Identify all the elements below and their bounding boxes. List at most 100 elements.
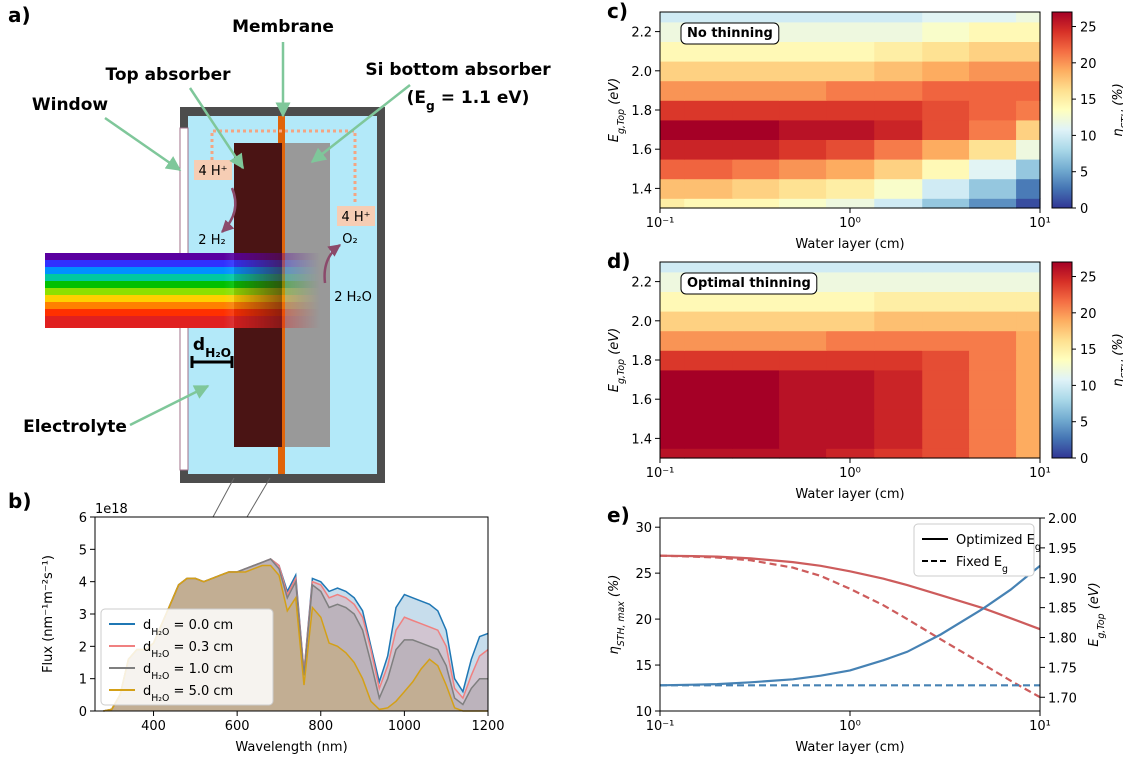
colorbar	[1051, 11, 1073, 209]
heat-cell	[684, 198, 733, 209]
heat-cell	[826, 80, 875, 101]
heat-cell	[684, 428, 733, 449]
ion-bg	[337, 206, 375, 226]
heat-cell	[874, 178, 923, 199]
heat-cell	[874, 262, 923, 273]
heat-cell	[732, 41, 780, 62]
text-part: = 0.3 cm	[169, 640, 233, 655]
heat-cell	[969, 159, 1017, 180]
zoom-guide	[212, 477, 271, 518]
species: 2 H₂	[198, 233, 225, 248]
legend-label: dH₂O = 1.0 cm	[143, 662, 233, 682]
heat-cell	[969, 369, 1017, 390]
x-tick-label: 600	[225, 719, 250, 734]
species: 2 H₂O	[334, 290, 372, 305]
beam-stripe	[45, 253, 325, 261]
text-part: d	[143, 684, 151, 699]
x-axis-label: Water layer (cm)	[795, 237, 904, 252]
heat-cell	[969, 311, 1017, 332]
heat-cell	[660, 61, 685, 82]
light-beam	[45, 253, 325, 328]
text-part: STH	[1120, 110, 1123, 129]
y-tick-label: 10	[635, 705, 652, 720]
y2-tick-label: 1.80	[1048, 632, 1077, 647]
heat-cell	[660, 178, 685, 199]
heat-cell	[969, 350, 1017, 371]
x-tick-label: 10⁻¹	[646, 216, 675, 231]
heat-cell	[969, 262, 1017, 273]
y-tick-label: 15	[635, 659, 652, 674]
y-tick-label: 2.2	[631, 276, 652, 291]
text-part: = 0.0 cm	[169, 618, 233, 633]
heat-cell	[922, 61, 970, 82]
heat-cell	[826, 61, 875, 82]
heat-cell	[969, 198, 1017, 209]
heat-cell	[1016, 41, 1041, 62]
heat-cell	[779, 139, 827, 160]
x-axis-label: Water layer (cm)	[795, 487, 904, 502]
x-axis-label: Wavelength (nm)	[235, 740, 347, 755]
x-tick-label: 10⁻¹	[646, 719, 675, 734]
y2-tick-label: 1.95	[1048, 542, 1077, 557]
heat-cell	[1016, 12, 1041, 23]
y-tick-label: 1.8	[631, 354, 652, 369]
colorbar-tick-label: 10	[1080, 379, 1097, 394]
diagram: a) Membrane Top absorber Si bottom absor…	[8, 3, 551, 518]
heat-cell	[1016, 409, 1041, 430]
beam-stripe	[45, 281, 325, 289]
text-part: E	[607, 383, 622, 392]
heat-cell	[874, 100, 923, 121]
x-tick-label: 10⁰	[839, 466, 861, 481]
heat-cell	[826, 409, 875, 430]
heat-cell	[779, 198, 827, 209]
x-tick-label: 800	[308, 719, 333, 734]
x-tick-label: 10⁻¹	[646, 466, 675, 481]
species: 4 H⁺	[341, 210, 370, 225]
text-part: d	[143, 662, 151, 677]
heat-cell	[922, 409, 970, 430]
reaction-arrow	[221, 187, 237, 233]
heat-cell	[874, 139, 923, 160]
text-part: H₂O	[151, 627, 169, 638]
panel-label: d)	[607, 249, 630, 273]
colorbar-tick-label: 5	[1080, 416, 1088, 431]
text-part: (%)	[607, 575, 622, 602]
annotation-box	[680, 272, 818, 295]
heat-cell	[779, 448, 827, 459]
y2-tick-label: 1.75	[1048, 661, 1077, 676]
y-tick-label: 2.0	[631, 65, 652, 80]
heat-cell	[779, 178, 827, 199]
legend-box	[913, 523, 1035, 577]
x-tick-label: 10⁰	[839, 719, 861, 734]
heat-cell	[779, 119, 827, 140]
text-part: = 5.0 cm	[169, 684, 233, 699]
heat-cell	[732, 178, 780, 199]
heat-cell	[660, 119, 685, 140]
heat-cell	[826, 198, 875, 209]
heat-cell	[826, 21, 875, 42]
heat-cell	[874, 369, 923, 390]
text-part: (%)	[1111, 333, 1123, 360]
heat-cell	[826, 100, 875, 121]
heat-cell	[660, 311, 685, 332]
x-tick-label: 10⁰	[839, 216, 861, 231]
y-axis-label: Eg,Top (eV)	[607, 328, 627, 393]
heat-cell	[660, 389, 685, 410]
heat-cell	[660, 330, 685, 351]
heat-cell	[874, 61, 923, 82]
heat-cell	[969, 271, 1017, 292]
y-axis-label: Eg,Top (eV)	[607, 78, 627, 143]
y-tick-label: 20	[635, 613, 652, 628]
heat-cell	[684, 41, 733, 62]
y-tick-label: 1.4	[631, 182, 652, 197]
heat-cell	[969, 330, 1017, 351]
beam-stripe	[45, 288, 325, 296]
heat-cell	[874, 428, 923, 449]
y-tick-label: 1.6	[631, 393, 652, 408]
heat-cell	[660, 262, 685, 273]
heat-cell	[1016, 428, 1041, 449]
text-part: Optimized E	[956, 533, 1035, 548]
heat-cell	[969, 139, 1017, 160]
heat-cell	[779, 350, 827, 371]
heat-cell	[922, 262, 970, 273]
